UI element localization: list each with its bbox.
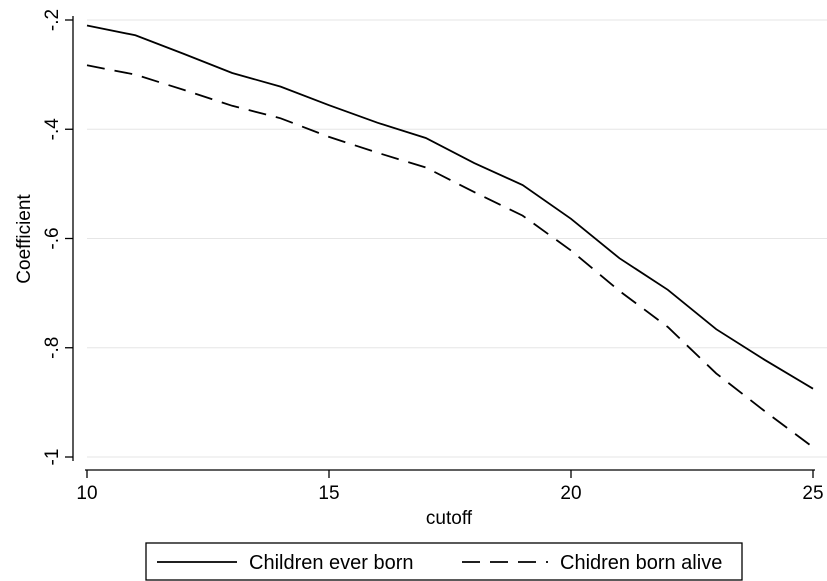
x-tick-label-3: 25 xyxy=(802,483,823,504)
y-tick-label-0: -1 xyxy=(42,449,63,466)
y-tick-label-1: -.8 xyxy=(42,337,63,359)
legend-box xyxy=(145,542,743,581)
y-tick-label-3: -.4 xyxy=(42,118,63,141)
x-tick-label-2: 20 xyxy=(560,483,581,504)
x-tick-label-1: 15 xyxy=(318,483,339,504)
legend-label-children-ever-born: Children ever born xyxy=(249,552,414,574)
x-axis-title: cutoff xyxy=(426,508,473,529)
y-tick-label-4: -.2 xyxy=(42,9,63,31)
series-layer xyxy=(86,24,814,448)
legend: Children ever born Chidren born alive xyxy=(145,542,743,581)
x-tick-label-0: 10 xyxy=(76,483,97,504)
series-line-children-ever-born xyxy=(86,24,814,390)
gridlines xyxy=(87,19,827,458)
y-axis-title: Coefficient xyxy=(14,194,35,284)
series-line-chidren-born-alive xyxy=(86,64,814,448)
legend-label-chidren-born-alive: Chidren born alive xyxy=(560,552,722,574)
y-tick-label-2: -.6 xyxy=(42,227,63,249)
axes: -1 -.8 -.6 -.4 -.2 10 15 20 25 xyxy=(42,9,824,504)
